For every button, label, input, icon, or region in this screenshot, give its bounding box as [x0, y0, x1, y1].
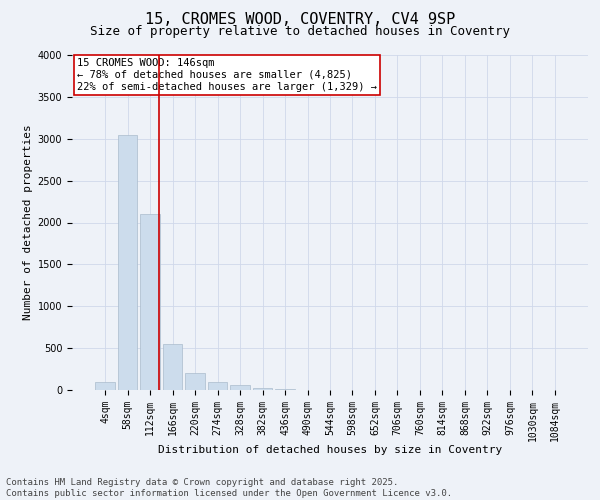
Bar — [230, 386, 250, 390]
Bar — [163, 344, 182, 390]
X-axis label: Distribution of detached houses by size in Coventry: Distribution of detached houses by size … — [158, 445, 502, 455]
Y-axis label: Number of detached properties: Number of detached properties — [23, 124, 34, 320]
Bar — [118, 134, 137, 390]
Text: 15 CROMES WOOD: 146sqm
← 78% of detached houses are smaller (4,825)
22% of semi-: 15 CROMES WOOD: 146sqm ← 78% of detached… — [77, 58, 377, 92]
Bar — [95, 382, 115, 390]
Text: 15, CROMES WOOD, COVENTRY, CV4 9SP: 15, CROMES WOOD, COVENTRY, CV4 9SP — [145, 12, 455, 28]
Bar — [140, 214, 160, 390]
Text: Contains HM Land Registry data © Crown copyright and database right 2025.
Contai: Contains HM Land Registry data © Crown c… — [6, 478, 452, 498]
Bar — [208, 382, 227, 390]
Bar — [253, 388, 272, 390]
Text: Size of property relative to detached houses in Coventry: Size of property relative to detached ho… — [90, 25, 510, 38]
Bar — [275, 389, 295, 390]
Bar — [185, 373, 205, 390]
